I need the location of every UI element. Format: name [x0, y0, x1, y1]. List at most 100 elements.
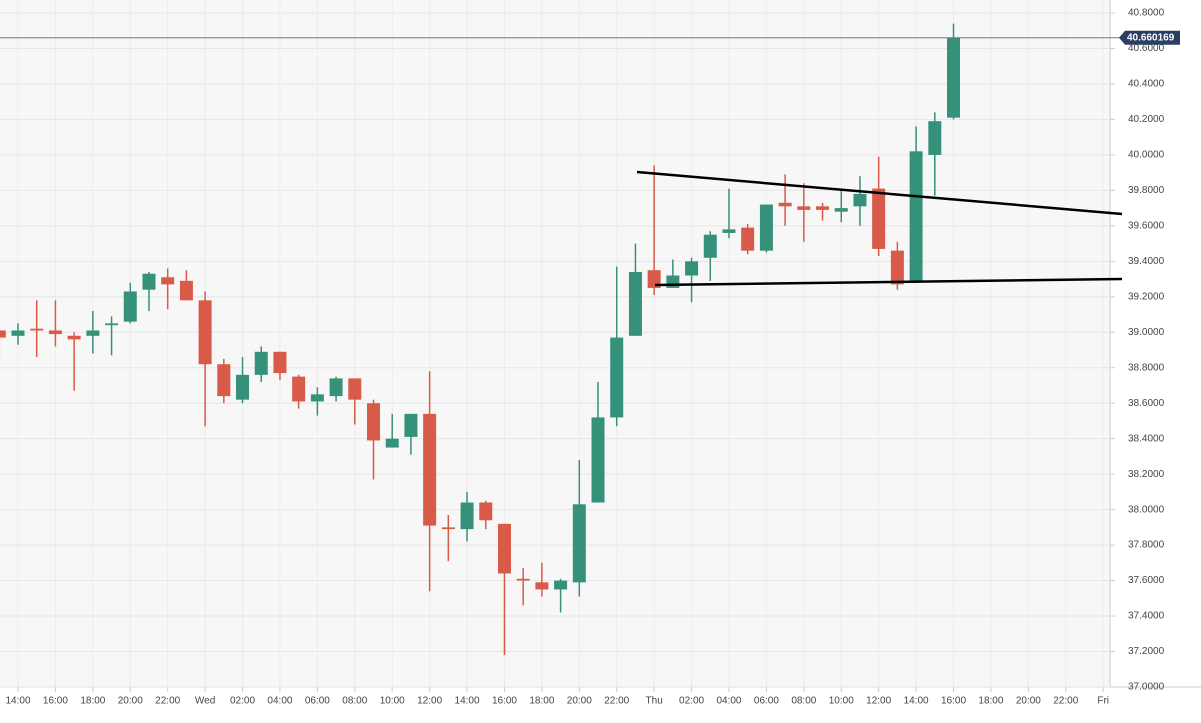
candle-body [741, 227, 755, 251]
candle-body [685, 261, 699, 276]
x-tick-label: 16:00 [492, 696, 517, 707]
y-tick-label: 40.2000 [1128, 114, 1165, 125]
candle-body [497, 523, 511, 574]
candle-body [816, 206, 830, 210]
candle-body [273, 351, 287, 374]
candle-body [479, 502, 493, 521]
x-tick-label: 14:00 [5, 696, 30, 707]
x-tick-label: 22:00 [1053, 696, 1078, 707]
candle-body [853, 193, 867, 207]
candle-body [67, 335, 81, 340]
candle-body [647, 270, 661, 288]
candle-body [161, 277, 175, 285]
candle-body [797, 206, 811, 210]
candle-body [217, 364, 231, 397]
candle-body [591, 417, 605, 503]
candles [0, 23, 1120, 656]
candle-body [872, 188, 886, 249]
y-tick-label: 37.2000 [1128, 646, 1165, 657]
x-tick-label: 18:00 [529, 696, 554, 707]
candle-body [722, 229, 736, 233]
candle-body [142, 273, 156, 290]
plot-area [0, 0, 1110, 687]
x-tick-label: 16:00 [941, 696, 966, 707]
candle-body [123, 291, 137, 322]
last-price-label: 40.660169 [1127, 32, 1175, 43]
candle-body [947, 37, 961, 118]
candle-body [460, 502, 474, 530]
candle-body [890, 250, 904, 285]
y-tick-label: 37.4000 [1128, 611, 1165, 622]
x-tick-label: 14:00 [455, 696, 480, 707]
labels: 37.0000 37.2000 37.4000 37.6000 37.8000 38.00… [5, 8, 1180, 707]
y-tick-label: 37.8000 [1128, 540, 1165, 551]
y-tick-label: 37.6000 [1128, 575, 1165, 586]
y-tick-label: 40.0000 [1128, 150, 1165, 161]
candle-body [610, 337, 624, 418]
x-tick-label: 20:00 [567, 696, 592, 707]
y-tick-label: 40.4000 [1128, 79, 1165, 90]
y-tick-label: 39.4000 [1128, 256, 1165, 267]
candle-body [348, 378, 362, 400]
candle-body [909, 151, 923, 283]
x-tick-label: 12:00 [866, 696, 891, 707]
candle-body [198, 300, 212, 365]
x-tick-label: 18:00 [978, 696, 1003, 707]
x-tick-label: 10:00 [380, 696, 405, 707]
x-tick-label: 06:00 [754, 696, 779, 707]
y-tick-label: 38.2000 [1128, 469, 1165, 480]
trendline-lower [654, 277, 1123, 287]
candle-body [703, 234, 717, 258]
x-tick-label: 20:00 [118, 696, 143, 707]
x-tick-label: Wed [195, 696, 215, 707]
x-tick-label: 22:00 [604, 696, 629, 707]
x-tick-label: 22:00 [155, 696, 180, 707]
x-tick-label: Fri [1097, 696, 1109, 707]
y-tick-label: 40.8000 [1128, 8, 1165, 19]
candle-body [48, 330, 62, 335]
x-tick-label: 02:00 [679, 696, 704, 707]
x-tick-label: 18:00 [80, 696, 105, 707]
candle-body [0, 330, 6, 338]
candle-body [759, 204, 773, 251]
candle-body [367, 403, 380, 441]
candle-body [310, 394, 324, 402]
y-tick-label: 39.0000 [1128, 327, 1165, 338]
grid [0, 0, 1115, 692]
y-tick-label: 38.4000 [1128, 433, 1165, 444]
last-price-tag [1119, 30, 1180, 45]
y-tick-label: 39.2000 [1128, 291, 1165, 302]
y-tick-label: 38.6000 [1128, 398, 1165, 409]
candle-body [628, 271, 642, 336]
candle-body [292, 376, 306, 402]
x-tick-label: 12:00 [417, 696, 442, 707]
candle-body [329, 378, 343, 397]
candle-body [834, 208, 848, 212]
x-tick-label: 08:00 [791, 696, 816, 707]
candle-body [928, 121, 942, 155]
candle-body [554, 580, 568, 590]
trendline-upper [636, 170, 1123, 216]
y-tick-label: 37.0000 [1128, 682, 1165, 693]
x-tick-label: 04:00 [716, 696, 741, 707]
x-tick-label: 08:00 [342, 696, 367, 707]
candle-body [778, 202, 792, 207]
x-tick-label: 02:00 [230, 696, 255, 707]
candle-body [11, 330, 25, 336]
x-tick-label: 04:00 [267, 696, 292, 707]
candle-body [254, 351, 268, 375]
candle-body [385, 438, 399, 448]
candle-body [236, 374, 250, 400]
candle-body [105, 323, 119, 326]
x-tick-label: Thu [646, 696, 663, 707]
y-tick-label: 40.6000 [1128, 43, 1165, 54]
y-tick-label: 39.8000 [1128, 185, 1165, 196]
candle-body [30, 328, 44, 331]
y-tick-label: 38.0000 [1128, 504, 1165, 515]
x-tick-label: 14:00 [904, 696, 929, 707]
x-tick-label: 20:00 [1016, 696, 1041, 707]
candle-body [179, 280, 193, 301]
x-tick-label: 10:00 [829, 696, 854, 707]
y-tick-label: 39.6000 [1128, 220, 1165, 231]
